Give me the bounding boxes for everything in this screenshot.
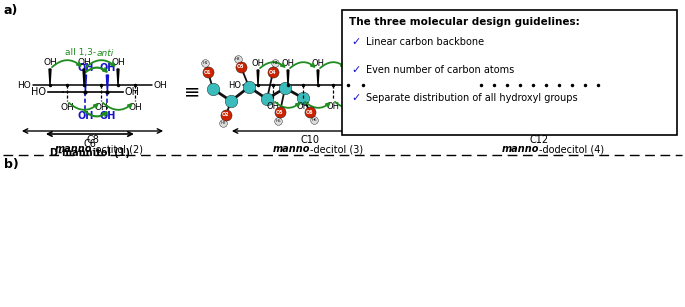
Text: O4: O4 bbox=[269, 69, 277, 75]
Text: C12: C12 bbox=[530, 135, 549, 145]
Text: C8: C8 bbox=[86, 135, 99, 145]
Text: C6: C6 bbox=[84, 139, 97, 149]
Text: OH: OH bbox=[125, 87, 140, 97]
Text: OH: OH bbox=[327, 102, 340, 111]
Polygon shape bbox=[83, 69, 85, 85]
Text: -decitol (3): -decitol (3) bbox=[310, 144, 364, 154]
Text: H1: H1 bbox=[203, 61, 208, 65]
Text: OH: OH bbox=[593, 101, 603, 110]
Polygon shape bbox=[84, 75, 86, 92]
Text: OH: OH bbox=[99, 111, 116, 121]
Text: OH: OH bbox=[527, 60, 539, 69]
Text: HO: HO bbox=[228, 80, 241, 90]
Text: HO: HO bbox=[31, 87, 46, 97]
Text: ✓: ✓ bbox=[351, 93, 360, 103]
Text: -dodecitol (4): -dodecitol (4) bbox=[540, 144, 605, 154]
Text: OH: OH bbox=[128, 103, 142, 112]
Polygon shape bbox=[49, 69, 51, 85]
Polygon shape bbox=[532, 71, 534, 85]
Text: manno: manno bbox=[55, 144, 92, 154]
Polygon shape bbox=[117, 69, 119, 85]
Text: OH: OH bbox=[312, 59, 325, 68]
Text: H2: H2 bbox=[220, 122, 226, 126]
Polygon shape bbox=[257, 70, 259, 85]
Text: manno: manno bbox=[273, 144, 310, 154]
Text: OH: OH bbox=[94, 103, 108, 112]
Text: OH: OH bbox=[356, 102, 369, 111]
Text: OH: OH bbox=[99, 63, 116, 73]
Text: OH: OH bbox=[580, 60, 590, 69]
Text: O3: O3 bbox=[237, 64, 245, 69]
Text: O5: O5 bbox=[276, 110, 284, 115]
Text: D-mannitol (1): D-mannitol (1) bbox=[50, 148, 130, 158]
Text: anti: anti bbox=[97, 49, 114, 57]
Text: H5: H5 bbox=[275, 119, 281, 123]
Text: H6: H6 bbox=[311, 118, 317, 122]
Text: O2: O2 bbox=[222, 112, 229, 118]
Text: OH: OH bbox=[251, 59, 264, 68]
Polygon shape bbox=[347, 70, 349, 85]
Text: The three molecular design guidelines:: The three molecular design guidelines: bbox=[349, 17, 580, 27]
Text: Separate distribution of all hydroxyl groups: Separate distribution of all hydroxyl gr… bbox=[366, 93, 577, 103]
Text: OH: OH bbox=[77, 58, 91, 67]
Polygon shape bbox=[584, 71, 586, 85]
Text: ✓: ✓ bbox=[351, 37, 360, 47]
Text: C10: C10 bbox=[301, 135, 320, 145]
Text: OH: OH bbox=[613, 80, 625, 90]
Polygon shape bbox=[480, 71, 482, 85]
Text: OH: OH bbox=[111, 58, 125, 67]
Text: OH: OH bbox=[514, 101, 526, 110]
FancyBboxPatch shape bbox=[342, 10, 677, 135]
Text: -octitol (2): -octitol (2) bbox=[92, 144, 143, 154]
Text: OH: OH bbox=[60, 103, 74, 112]
Text: OH: OH bbox=[282, 59, 295, 68]
Text: ✓: ✓ bbox=[351, 65, 360, 75]
Text: OH: OH bbox=[566, 101, 578, 110]
Text: H3: H3 bbox=[235, 57, 240, 61]
Text: OH: OH bbox=[488, 101, 500, 110]
Text: manno: manno bbox=[502, 144, 540, 154]
Text: ≡: ≡ bbox=[184, 83, 200, 102]
Text: OH: OH bbox=[553, 60, 565, 69]
Text: OH: OH bbox=[154, 80, 168, 90]
Text: OH: OH bbox=[540, 101, 552, 110]
Text: OH: OH bbox=[266, 102, 279, 111]
Text: OH: OH bbox=[342, 59, 355, 68]
Polygon shape bbox=[558, 71, 560, 85]
Text: HO: HO bbox=[17, 80, 31, 90]
Text: HO: HO bbox=[454, 80, 466, 90]
Text: b): b) bbox=[4, 158, 18, 171]
Polygon shape bbox=[506, 71, 508, 85]
Text: O1: O1 bbox=[204, 69, 212, 75]
Text: OH: OH bbox=[43, 58, 57, 67]
Text: OH: OH bbox=[297, 102, 310, 111]
Polygon shape bbox=[106, 75, 108, 92]
Text: OH: OH bbox=[77, 63, 94, 73]
Text: Linear carbon backbone: Linear carbon backbone bbox=[366, 37, 484, 47]
Polygon shape bbox=[317, 70, 319, 85]
Text: OH: OH bbox=[501, 60, 513, 69]
Polygon shape bbox=[287, 70, 289, 85]
Text: H4: H4 bbox=[272, 61, 277, 65]
Text: OH: OH bbox=[380, 80, 393, 90]
Text: OH: OH bbox=[475, 60, 487, 69]
Text: OH: OH bbox=[77, 111, 94, 121]
Text: Even number of carbon atoms: Even number of carbon atoms bbox=[366, 65, 514, 75]
Text: a): a) bbox=[4, 4, 18, 17]
Text: O6: O6 bbox=[306, 110, 314, 115]
Text: all 1,3-: all 1,3- bbox=[65, 49, 97, 57]
